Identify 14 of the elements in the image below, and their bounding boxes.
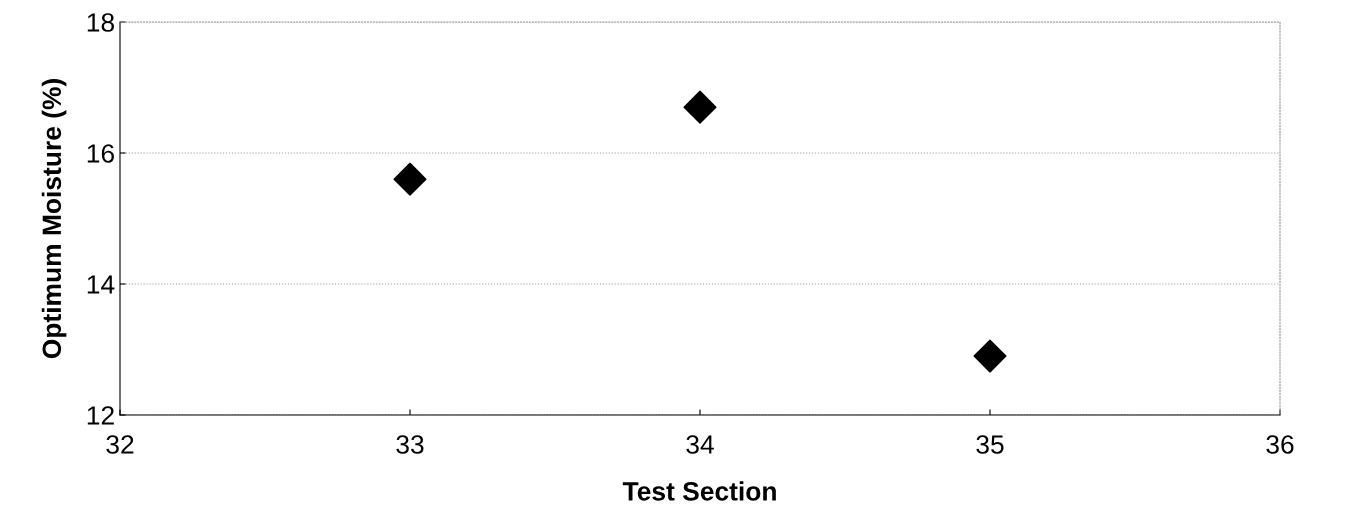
y-tick-label: 18: [87, 13, 114, 32]
x-tick-label: 33: [396, 435, 424, 454]
x-axis-title: Test Section: [622, 481, 776, 501]
x-tick-label: 32: [106, 435, 134, 454]
y-tick-label: 16: [87, 144, 114, 163]
y-tick-label: 12: [87, 406, 114, 425]
x-tick-label: 35: [976, 435, 1004, 454]
y-axis-title: Optimum Moisture (%): [41, 79, 67, 359]
x-tick-label: 36: [1266, 435, 1294, 454]
y-tick-label: 14: [87, 275, 115, 294]
point: [683, 90, 717, 124]
point: [393, 162, 427, 196]
point: [973, 339, 1007, 373]
x-tick-label: 34: [686, 435, 714, 454]
